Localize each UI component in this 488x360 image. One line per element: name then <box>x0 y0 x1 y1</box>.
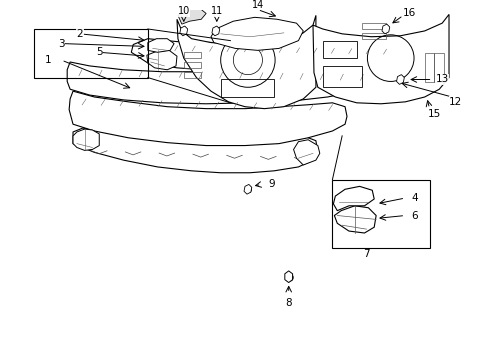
Bar <box>361 33 385 39</box>
Polygon shape <box>284 271 292 283</box>
Bar <box>183 72 201 77</box>
Text: 7: 7 <box>363 249 369 259</box>
Text: 13: 13 <box>435 75 448 85</box>
Polygon shape <box>211 26 219 36</box>
Text: 16: 16 <box>402 8 415 18</box>
Bar <box>322 41 356 58</box>
Text: 6: 6 <box>411 211 417 221</box>
Bar <box>183 52 201 58</box>
Bar <box>220 80 274 97</box>
Polygon shape <box>73 128 317 173</box>
Text: 5: 5 <box>96 47 102 57</box>
Polygon shape <box>69 91 346 145</box>
Text: 15: 15 <box>427 109 440 120</box>
Polygon shape <box>312 14 448 104</box>
Bar <box>34 29 147 77</box>
Bar <box>332 180 428 248</box>
Polygon shape <box>131 37 397 72</box>
Polygon shape <box>244 184 251 194</box>
Bar <box>361 23 385 29</box>
Polygon shape <box>73 129 99 150</box>
Text: 8: 8 <box>285 298 291 308</box>
Bar <box>183 62 201 68</box>
Text: 2: 2 <box>76 29 83 39</box>
Polygon shape <box>177 15 315 109</box>
Polygon shape <box>381 24 389 34</box>
Text: 11: 11 <box>210 6 223 17</box>
Polygon shape <box>210 17 303 50</box>
Polygon shape <box>396 75 404 84</box>
Text: 4: 4 <box>411 193 417 203</box>
Text: 1: 1 <box>44 55 51 65</box>
Polygon shape <box>180 26 187 36</box>
Text: 14: 14 <box>251 0 263 10</box>
Text: 12: 12 <box>448 97 462 107</box>
Polygon shape <box>67 62 373 104</box>
Polygon shape <box>334 206 375 233</box>
Polygon shape <box>146 50 177 70</box>
Text: 9: 9 <box>267 179 274 189</box>
Bar <box>322 66 361 87</box>
Polygon shape <box>293 140 319 165</box>
Bar <box>424 53 433 82</box>
Text: 10: 10 <box>177 6 189 17</box>
Bar <box>433 53 443 82</box>
Polygon shape <box>147 39 174 52</box>
Polygon shape <box>333 186 373 211</box>
Text: 3: 3 <box>58 39 64 49</box>
Polygon shape <box>178 10 206 24</box>
